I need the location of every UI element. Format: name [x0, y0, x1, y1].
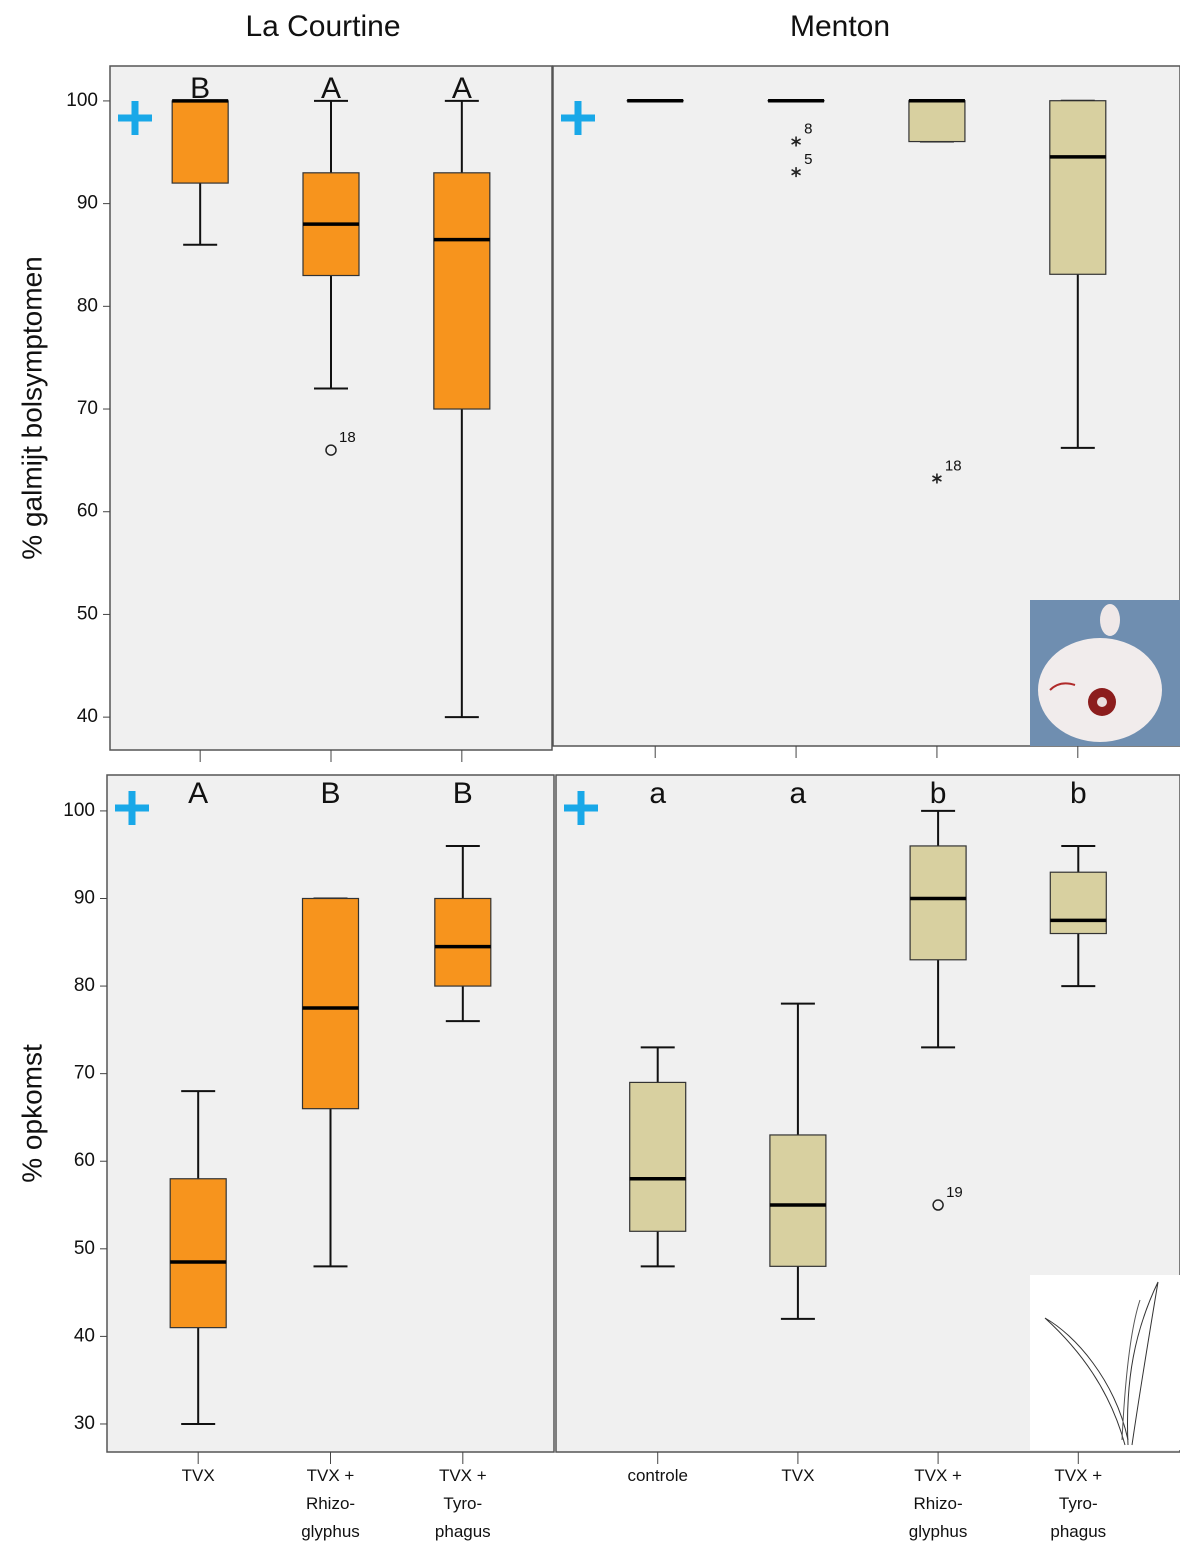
box: [910, 846, 966, 960]
significance-letter: a: [649, 777, 666, 810]
y-tick-label: 100: [66, 90, 98, 111]
significance-letter: B: [190, 72, 210, 105]
y-tick-label: 60: [74, 1150, 95, 1171]
y-tick-label: 100: [63, 800, 95, 821]
outlier-label: 8: [804, 121, 812, 138]
significance-letter: A: [188, 777, 208, 810]
y-tick-label: 50: [77, 603, 98, 624]
y-tick-label: 40: [77, 706, 98, 727]
chart: La Courtine % galmijt bolsymptomen 40 50 60 7…: [0, 0, 1180, 1554]
outlier-label: 5: [804, 151, 812, 168]
significance-letter: B: [320, 777, 340, 810]
leaf-drawing: [1030, 1275, 1180, 1450]
box: [303, 898, 359, 1108]
outlier-label: 18: [339, 429, 356, 446]
panel-title: Menton: [790, 10, 890, 43]
outlier-label: 18: [945, 457, 962, 474]
x-tick-label: TVX + Rhizo- glyphus: [261, 1462, 401, 1546]
box: [770, 1135, 826, 1266]
box: [630, 1082, 686, 1231]
y-axis-label: % galmijt bolsymptomen: [16, 256, 47, 559]
y-tick-label: 90: [77, 193, 98, 214]
y-tick-label: 80: [74, 975, 95, 996]
outlier-label: 19: [946, 1184, 963, 1201]
box: [1050, 101, 1106, 275]
significance-letter: B: [453, 777, 473, 810]
box: [435, 898, 491, 986]
figure: La Courtine % galmijt bolsymptomen 40 50 60 7…: [0, 0, 1180, 1554]
bulb-photo: [1030, 600, 1180, 746]
x-tick-label: controle: [588, 1462, 728, 1490]
y-tick-label: 70: [74, 1063, 95, 1084]
box: [909, 101, 965, 142]
box: [1050, 872, 1106, 933]
y-tick-label: 60: [77, 501, 98, 522]
box: [434, 173, 490, 409]
significance-letter: A: [321, 72, 341, 105]
y-tick-label: 80: [77, 295, 98, 316]
x-tick-label: TVX + Tyro- phagus: [1008, 1462, 1148, 1546]
x-tick-label: TVX + Tyro- phagus: [393, 1462, 533, 1546]
significance-letter: b: [930, 777, 947, 810]
y-tick-label: 50: [74, 1238, 95, 1259]
box: [170, 1179, 226, 1328]
panel-title: La Courtine: [245, 10, 400, 43]
x-tick-label: TVX: [128, 1462, 268, 1490]
significance-letter: A: [452, 72, 472, 105]
y-tick-label: 40: [74, 1325, 95, 1346]
y-axis-label: % opkomst: [16, 1044, 47, 1183]
box: [172, 101, 228, 183]
y-tick-label: 90: [74, 888, 95, 909]
x-tick-label: TVX: [728, 1462, 868, 1490]
significance-letter: b: [1070, 777, 1087, 810]
y-tick-label: 30: [74, 1413, 95, 1434]
significance-letter: a: [790, 777, 807, 810]
x-tick-label: TVX + Rhizo- glyphus: [868, 1462, 1008, 1546]
y-tick-label: 70: [77, 398, 98, 419]
